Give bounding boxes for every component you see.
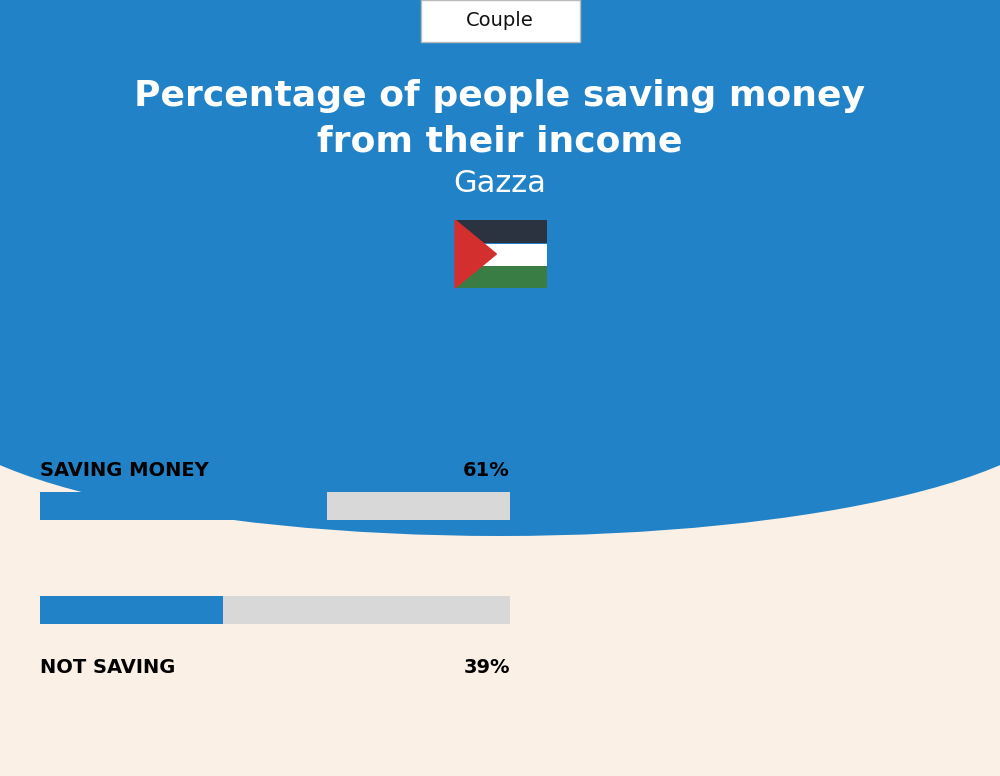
Text: NOT SAVING: NOT SAVING (40, 658, 175, 677)
FancyBboxPatch shape (420, 0, 580, 42)
Bar (40, 596, 223, 624)
Ellipse shape (0, 256, 1000, 536)
Text: 39%: 39% (464, 658, 510, 677)
Bar (40, 492, 327, 520)
Text: Couple: Couple (466, 12, 534, 30)
Bar (455, 220, 547, 243)
Bar (455, 244, 547, 266)
Text: 61%: 61% (463, 461, 510, 480)
Bar (40, 596, 510, 624)
Text: from their income: from their income (317, 124, 683, 158)
Bar (40, 492, 510, 520)
Bar (455, 266, 547, 288)
Bar (0, 0, 1000, 396)
Text: SAVING MONEY: SAVING MONEY (40, 461, 209, 480)
Polygon shape (455, 220, 496, 288)
Text: Percentage of people saving money: Percentage of people saving money (134, 79, 866, 113)
Text: Gazza: Gazza (454, 169, 546, 199)
